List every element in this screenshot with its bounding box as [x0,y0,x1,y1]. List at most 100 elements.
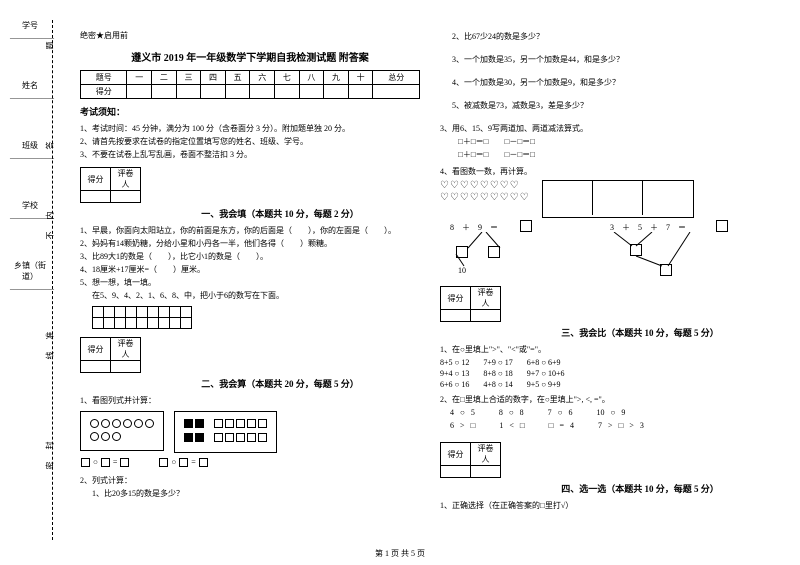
score-value-row: 得分 [81,85,420,99]
th: 三 [176,71,201,85]
ans-box [716,220,728,232]
th: 题号 [81,71,127,85]
blk-line: □＋□＝□ □－□＝□ [458,135,780,148]
right-column: 2、比67少24的数是多少？ 3、一个加数是35，另一个加数是44，和是多少？ … [440,30,780,512]
td: 得分 [81,85,127,99]
pf-marker: 评卷人 [471,287,501,310]
section-2-head: 二、我会算（本题共 20 分，每题 5 分） [140,377,420,390]
left-column: 绝密★启用前 遵义市 2019 年一年级数学下学期自我检测试题 附答案 题号 一… [80,30,420,500]
c: 8+5 ○ 12 [440,358,469,367]
blk-line: □＋□＝□ □－□＝□ [458,148,780,161]
underline: ___________ [10,151,50,160]
c: 8+8 ○ 18 [483,369,512,378]
small-box [630,244,642,256]
pf-marker: 评卷人 [111,338,141,361]
small-box [456,246,468,258]
small-box [660,264,672,276]
section-4-head: 四、选一选（本题共 10 分，每题 5 分） [500,482,780,495]
underline: ___________ [10,282,50,291]
pf-marker: 评卷人 [471,443,501,466]
pf-blank [81,191,111,203]
td [152,85,177,99]
th: 十 [348,71,373,85]
q2-4: 4、看图数一数，再计算。 [440,165,780,178]
th: 六 [250,71,275,85]
th: 七 [275,71,300,85]
q1-1: 1、早晨，你面向太阳站立，你的前面是东方，你的后面是（ ），你的左面是（ ）。 [80,224,420,237]
label-name: 姓名 [10,80,50,91]
cmp-row-b: 6 > □ 1 < □ □ = 4 7 > □ > 3 [450,419,780,432]
vtext: 封 [45,442,56,450]
vtext: 准 [45,332,56,340]
section-1-head: 一、我会填（本题共 10 分，每题 2 分） [140,207,420,220]
score-box: 得分评卷人 [80,167,141,203]
pf-score: 得分 [81,168,111,191]
th: 四 [201,71,226,85]
score-table: 题号 一 二 三 四 五 六 七 八 九 十 总分 得分 [80,70,420,99]
hearts-row: ♡♡♡♡♡♡♡♡♡ [440,192,530,204]
vtext: 答 [45,142,56,150]
c: 7+9 ○ 17 [483,358,512,367]
fig-left [80,411,164,451]
pf-blank [111,191,141,203]
field-id: 学号 ___________ [10,20,50,40]
bracket-lines-icon [608,232,738,272]
cmp-row-a: 4 ○ 5 8 ○ 8 7 ○ 6 10 ○ 9 [450,406,780,419]
q2-2a: 1、比20多15的数是多少？ [92,487,420,500]
notice-head: 考试须知： [80,105,420,118]
fig-mid [174,411,277,453]
td [348,85,373,99]
vtext: 题 [45,42,56,50]
td [275,85,300,99]
field-name: 姓名 ___________ [10,80,50,100]
q1-3: 3、比89大1的数是（ ），比它小1的数是（ ）。 [80,250,420,263]
pf-blank [471,310,501,322]
notice-line: 1、考试时间：45 分钟，满分为 100 分（含卷面分 3 分）。附加题单独 2… [80,122,420,135]
c: 6+8 ○ 6+9 [527,358,561,367]
figure-row [80,411,420,453]
notice-line: 2、请首先按要求在试卷的指定位置填写您的姓名、班级、学号。 [80,135,420,148]
r1: 2、比67少24的数是多少？ [452,30,780,43]
td [127,85,152,99]
q1-4: 4、18厘米+17厘米=（ ）厘米。 [80,263,420,276]
q2-2: 2、列式计算： [80,474,420,487]
score-box: 得分评卷人 [80,337,141,373]
q2-1: 1、看图列式并计算： [80,394,420,407]
pf-marker: 评卷人 [111,168,141,191]
td [299,85,324,99]
c: 9+5 ○ 9+9 [527,380,561,389]
label-id: 学号 [10,20,50,31]
score-header-row: 题号 一 二 三 四 五 六 七 八 九 十 总分 [81,71,420,85]
th: 二 [152,71,177,85]
big-rect [542,180,694,218]
page-footer: 第 1 页 共 5 页 [0,548,800,559]
q1-5: 5、想一想，填一填。 [80,276,420,289]
c: 6+6 ○ 16 [440,380,469,389]
q1-5b: 在5、9、4、2、1、6、8、中，把小于6的数写在下面。 [92,289,420,302]
q4-1: 1、正确选择（在正确答案的□里打√） [440,499,780,512]
th: 一 [127,71,152,85]
diagram-row: 8 ＋ 9 ＝ 10 3 ＋ 5 ＋ 7 ＝ [440,222,780,280]
r4: 5、被减数是73，减数是3，差是多少？ [452,99,780,112]
ans-box [520,220,532,232]
td [176,85,201,99]
underline: ___________ [10,91,50,100]
score-box: 得分评卷人 [440,442,501,478]
pf-blank [111,361,141,373]
notice-line: 3、不要在试卷上乱写乱画，卷面不整洁扣 3 分。 [80,148,420,161]
field-town: 乡镇（街道） ___________ [10,260,50,291]
pf-blank [441,466,471,478]
vtext: 密 [45,462,56,470]
pf-blank [471,466,501,478]
small-box [488,246,500,258]
th: 五 [225,71,250,85]
d-10: 10 [458,266,466,275]
vtext: 内 [45,212,56,220]
c: 4+8 ○ 14 [483,380,512,389]
q1-2: 2、妈妈有14颗奶糖，分给小星和小丹各一半，他们各得（ ）颗糖。 [80,237,420,250]
q3-1: 1、在○里填上">"、"<"或"="。 [440,343,780,356]
label-school: 学校 [10,200,50,211]
hearts-and-rect: ♡♡♡♡♡♡♡♡ ♡♡♡♡♡♡♡♡♡ [440,180,780,218]
td [225,85,250,99]
underline: ___________ [10,31,50,40]
